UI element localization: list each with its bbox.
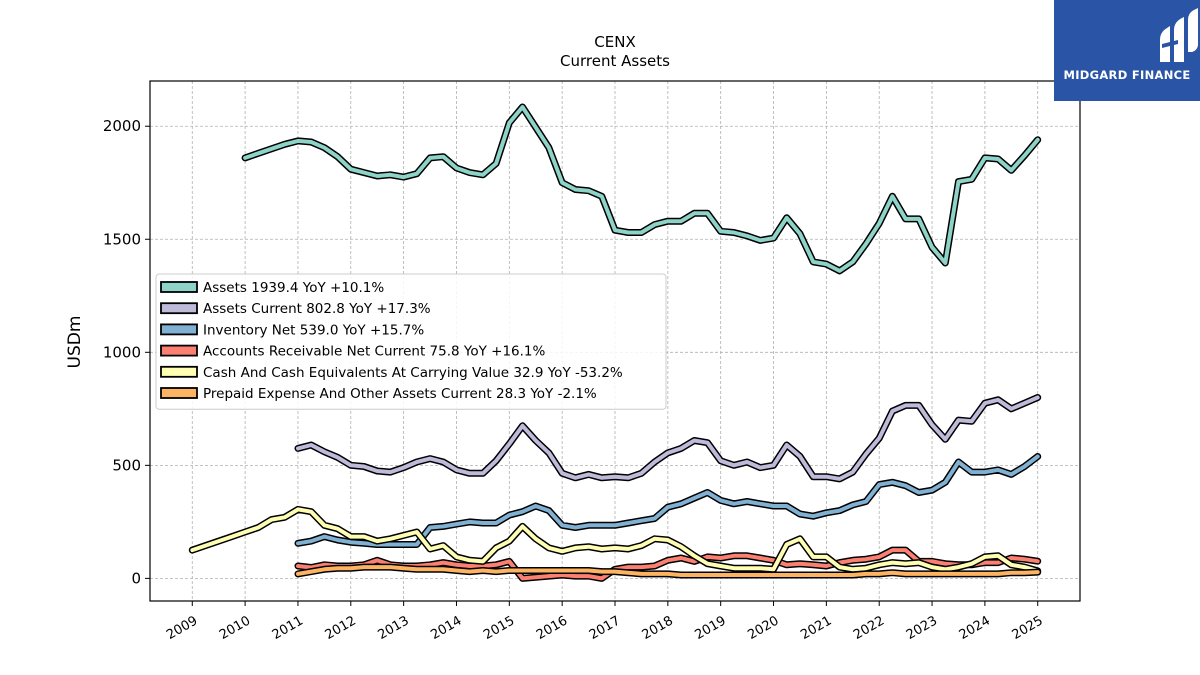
legend-swatch (160, 302, 198, 315)
chart-title: CENX (594, 33, 636, 51)
x-tick-label: 2009 (164, 613, 200, 643)
x-tick-label: 2024 (957, 613, 993, 643)
legend: Assets 1939.4 YoY +10.1% Assets Current 8… (155, 273, 667, 410)
legend-swatch (160, 387, 198, 399)
legend-entry: Prepaid Expense And Other Assets Current… (203, 386, 597, 402)
series-line (243, 105, 1040, 273)
x-tick-label: 2019 (693, 613, 729, 643)
logo-mark-icon (1160, 8, 1198, 62)
x-tick-label: 2017 (587, 613, 623, 643)
series-line (296, 565, 1040, 577)
x-tick-label: 2021 (798, 613, 834, 643)
x-tick-label: 2023 (904, 613, 940, 643)
series-layer (188, 103, 1042, 582)
series-line (296, 548, 1040, 581)
x-tick-label: 2014 (428, 613, 464, 643)
legend-swatch (160, 281, 198, 293)
x-tick-label: 2013 (375, 613, 411, 643)
legend-swatch (160, 344, 198, 357)
brand-logo: MIDGARD FINANCE (1054, 0, 1200, 101)
x-tick-label: 2012 (323, 613, 359, 643)
series-accounts-receivable-net-current (294, 546, 1042, 582)
y-tick-label: 2000 (103, 117, 141, 135)
y-tick-label: 0 (131, 569, 141, 587)
logo-text: MIDGARD FINANCE (1063, 68, 1191, 82)
legend-entry: Inventory Net 539.0 YoY +15.7% (203, 322, 424, 338)
series-line-outline (241, 103, 1042, 275)
x-tick-label: 2016 (534, 613, 570, 643)
x-tick-label: 2010 (217, 613, 253, 643)
x-tick-label: 2025 (1010, 613, 1046, 643)
y-tick-label: 1500 (103, 230, 141, 248)
series-line (190, 507, 1040, 573)
x-tick-label: 2018 (640, 613, 676, 643)
series-cash-and-cash-equivalents-at-carrying-value (188, 505, 1042, 575)
series-assets (241, 103, 1042, 275)
y-tick-label: 1000 (103, 343, 141, 361)
legend-entry: Assets Current 802.8 YoY +17.3% (203, 301, 431, 317)
legend-box (155, 273, 667, 410)
legend-entry: Accounts Receivable Net Current 75.8 YoY… (203, 344, 546, 360)
x-tick-label: 2022 (851, 613, 887, 643)
x-tick-label: 2015 (481, 613, 517, 643)
x-tick-label: 2020 (745, 613, 781, 643)
y-tick-label: 500 (112, 456, 141, 474)
legend-swatch (160, 365, 198, 378)
legend-entry: Assets 1939.4 YoY +10.1% (203, 280, 384, 296)
series-line (296, 395, 1040, 481)
x-tick-label: 2011 (270, 613, 306, 643)
chart-subtitle: Current Assets (560, 52, 670, 70)
y-axis-label: USDm (65, 316, 85, 369)
series-assets-current (294, 394, 1042, 483)
legend-swatch (160, 323, 198, 336)
series-prepaid-expense-and-other-assets-current (294, 563, 1042, 579)
legend-entry: Cash And Cash Equivalents At Carrying Va… (203, 365, 623, 381)
